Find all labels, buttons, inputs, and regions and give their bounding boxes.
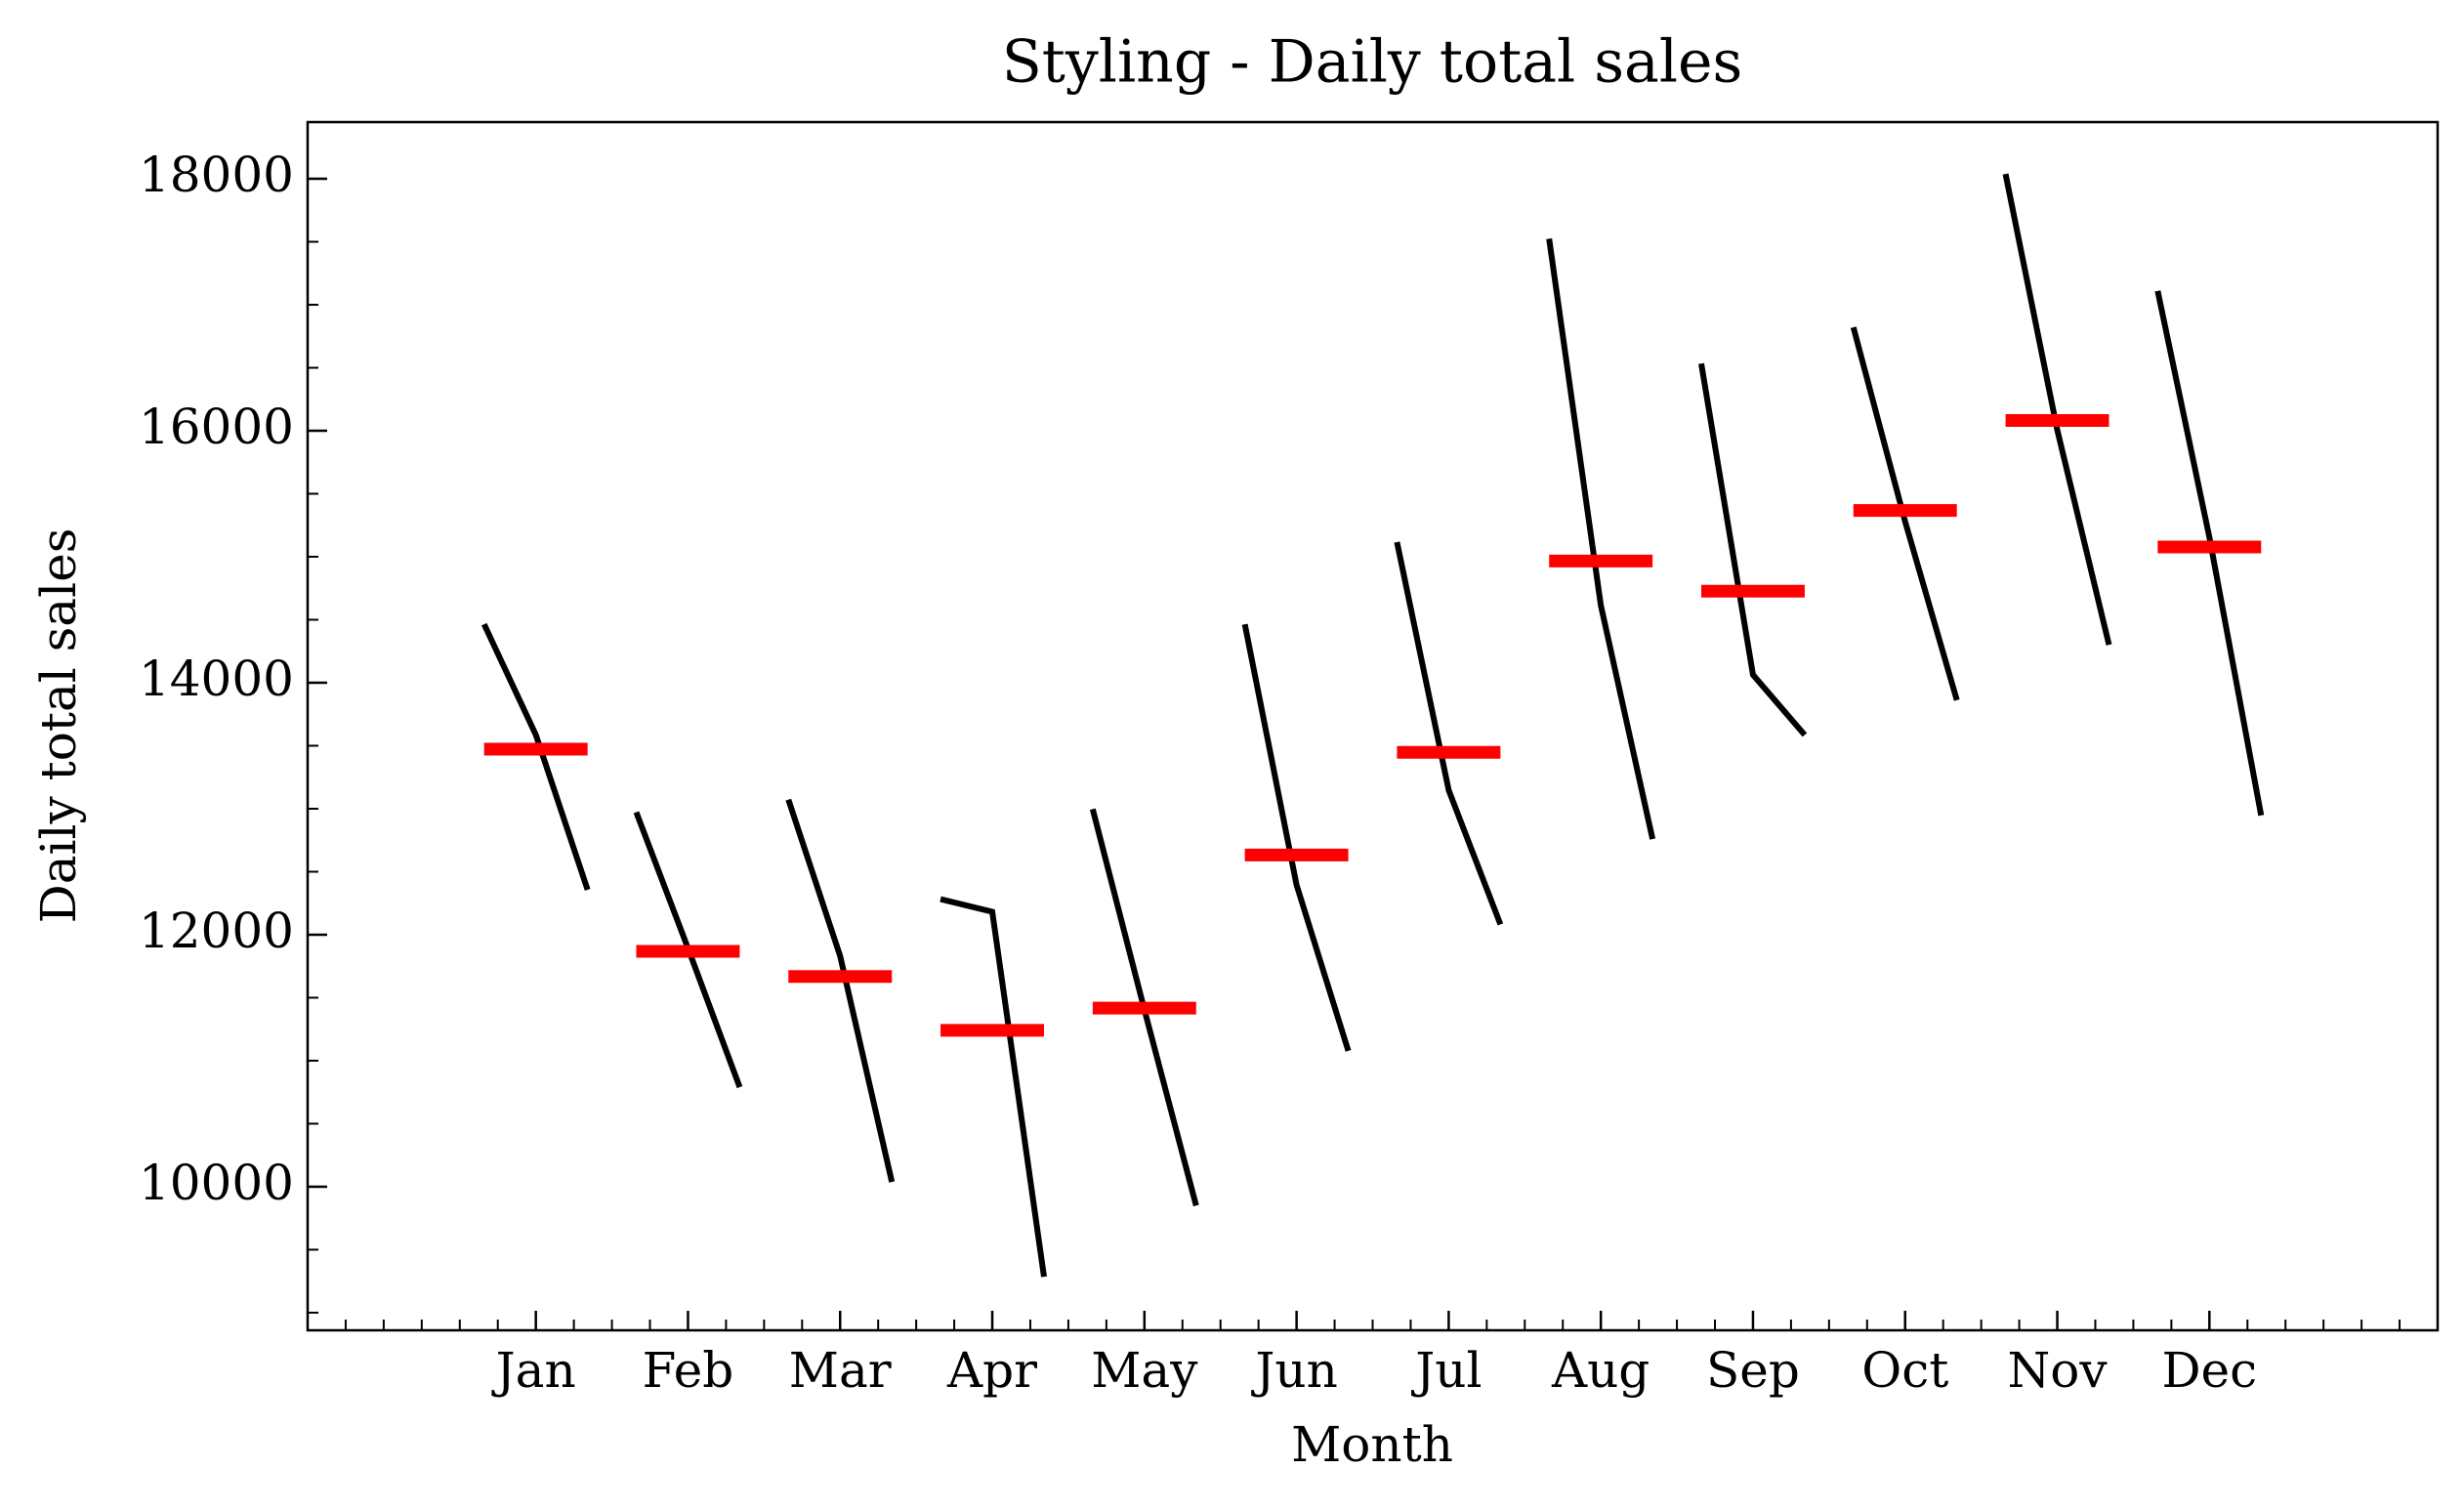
- x-tick-label: Oct: [1861, 1342, 1948, 1399]
- chart-title: Styling - Daily total sales: [1002, 28, 1743, 97]
- x-tick-label: Apr: [946, 1342, 1037, 1399]
- y-tick-label: 16000: [139, 399, 294, 455]
- x-tick-label: Sep: [1706, 1342, 1800, 1399]
- x-axis-label: Month: [1291, 1416, 1453, 1473]
- y-tick-label: 18000: [139, 147, 294, 203]
- x-tick-label: Nov: [2007, 1342, 2108, 1399]
- x-tick-label: Dec: [2161, 1342, 2257, 1399]
- month-line: [785, 798, 896, 1183]
- month-line: [480, 622, 591, 891]
- month-line: [1394, 541, 1504, 926]
- x-tick-label: Jun: [1250, 1342, 1337, 1399]
- x-tick-label: May: [1091, 1342, 1198, 1399]
- plot-frame: [306, 120, 2440, 1332]
- y-tick-label: 12000: [139, 902, 294, 959]
- month-line: [1698, 362, 1808, 737]
- month-line: [1546, 238, 1656, 840]
- month-line: [940, 896, 1047, 1278]
- y-axis-label: Daily total sales: [30, 528, 87, 924]
- x-tick-label: Jan: [491, 1342, 576, 1399]
- month-line: [2002, 173, 2112, 646]
- y-tick-label: 14000: [139, 651, 294, 707]
- month-line: [1850, 326, 1960, 701]
- y-tick-label: 10000: [139, 1154, 294, 1211]
- month-line: [1241, 623, 1352, 1052]
- x-tick-label: Aug: [1551, 1342, 1650, 1399]
- x-tick-label: Feb: [643, 1342, 734, 1399]
- month-line: [2154, 290, 2265, 817]
- x-tick-label: Mar: [789, 1342, 892, 1399]
- x-tick-label: Jul: [1410, 1342, 1482, 1399]
